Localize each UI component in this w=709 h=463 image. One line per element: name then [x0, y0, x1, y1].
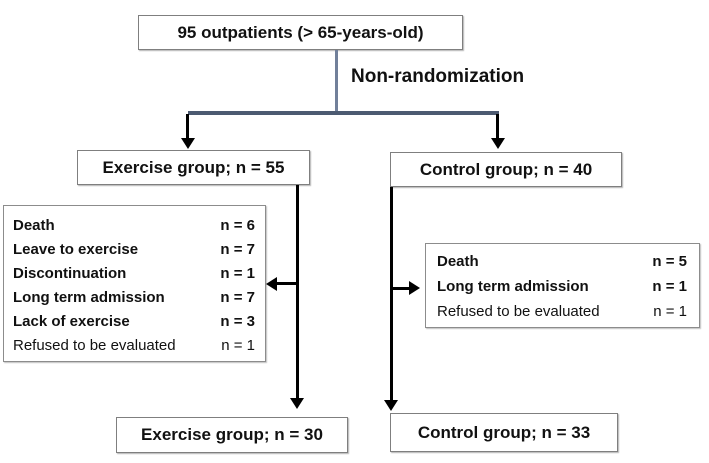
- exclusion-row: Lack of exercise n = 3: [13, 309, 255, 333]
- exclusion-label: Lack of exercise: [13, 312, 130, 330]
- exclusion-count: n = 6: [220, 216, 255, 234]
- arrow-to-control-group: [496, 114, 499, 139]
- exclusion-row: Long term admission n = 7: [13, 285, 255, 309]
- exclusion-row: Death n = 6: [13, 213, 255, 237]
- arrowhead-down-icon: [491, 138, 505, 149]
- arrowhead-down-icon: [181, 138, 195, 149]
- control-group-box: Control group; n = 40: [390, 152, 622, 187]
- connector-stem: [335, 50, 338, 113]
- enrollment-label: 95 outpatients (> 65-years-old): [177, 22, 424, 42]
- exclusion-row: Refused to be evaluated n = 1: [13, 333, 255, 357]
- arrowhead-left-icon: [266, 277, 277, 291]
- control-final-box: Control group; n = 33: [390, 413, 618, 452]
- exercise-final-box: Exercise group; n = 30: [116, 417, 348, 453]
- exercise-exclusions-box: Death n = 6 Leave to exercise n = 7 Disc…: [3, 205, 266, 362]
- exclusion-label: Discontinuation: [13, 264, 127, 282]
- exclusion-label: Death: [437, 253, 479, 270]
- exclusion-row: Refused to be evaluated n = 1: [437, 299, 687, 324]
- flowline-exercise: [296, 185, 299, 399]
- arrowhead-down-icon: [290, 398, 304, 409]
- control-exclusions-box: Death n = 5 Long term admission n = 1 Re…: [425, 243, 700, 328]
- arrowhead-right-icon: [409, 281, 420, 295]
- exclusion-count: n = 1: [653, 303, 687, 320]
- exclusion-count: n = 7: [220, 240, 255, 258]
- exercise-final-label: Exercise group; n = 30: [141, 425, 323, 444]
- exclusion-label: Leave to exercise: [13, 240, 139, 258]
- exercise-group-box: Exercise group; n = 55: [77, 150, 310, 185]
- exclusion-row: Long term admission n = 1: [437, 274, 687, 299]
- arrowhead-down-icon: [384, 400, 398, 411]
- control-group-label: Control group; n = 40: [419, 159, 593, 179]
- exercise-group-label: Exercise group; n = 55: [102, 157, 285, 177]
- exclusion-count: n = 7: [220, 288, 255, 306]
- flowline-control: [390, 187, 393, 401]
- arrow-to-exercise-exclusions: [276, 282, 297, 285]
- connector-branch: [188, 111, 499, 115]
- exclusion-label: Long term admission: [437, 278, 589, 295]
- arrow-to-exercise-group: [186, 114, 189, 139]
- exclusion-label: Refused to be evaluated: [437, 303, 600, 320]
- enrollment-box: 95 outpatients (> 65-years-old): [138, 15, 463, 50]
- exclusion-count: n = 3: [220, 312, 255, 330]
- exclusion-count: n = 5: [652, 253, 687, 270]
- nonrandomization-label: Non-randomization: [351, 66, 525, 87]
- exclusion-count: n = 1: [221, 336, 255, 354]
- control-final-label: Control group; n = 33: [417, 422, 591, 442]
- exclusion-label: Refused to be evaluated: [13, 336, 176, 354]
- exclusion-row: Leave to exercise n = 7: [13, 237, 255, 261]
- exclusion-label: Death: [13, 216, 55, 234]
- exclusion-row: Death n = 5: [437, 249, 687, 274]
- arrow-to-control-exclusions: [393, 287, 410, 290]
- exclusion-label: Long term admission: [13, 288, 165, 306]
- exclusion-count: n = 1: [220, 264, 255, 282]
- exclusion-row: Discontinuation n = 1: [13, 261, 255, 285]
- exclusion-count: n = 1: [652, 278, 687, 295]
